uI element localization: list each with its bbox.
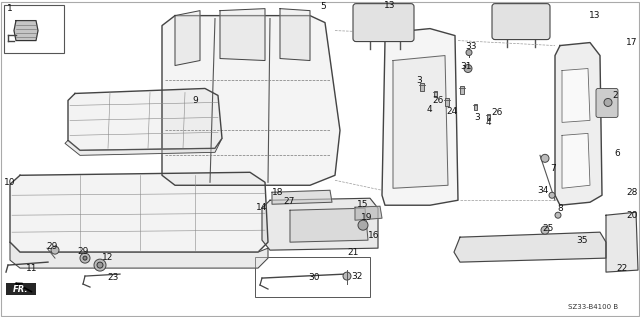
Circle shape <box>555 212 561 218</box>
Circle shape <box>97 262 103 268</box>
Text: 4: 4 <box>485 118 491 127</box>
FancyBboxPatch shape <box>6 283 36 295</box>
Circle shape <box>464 65 472 73</box>
Circle shape <box>51 246 59 254</box>
Text: 8: 8 <box>557 204 563 213</box>
Circle shape <box>358 220 368 230</box>
Text: 16: 16 <box>368 231 380 240</box>
Circle shape <box>94 259 106 271</box>
Polygon shape <box>280 9 310 61</box>
Text: 4: 4 <box>426 105 432 114</box>
Polygon shape <box>454 232 606 262</box>
Text: 7: 7 <box>550 164 556 173</box>
Text: 31: 31 <box>460 62 472 71</box>
Bar <box>445 99 449 107</box>
Text: FR.: FR. <box>13 285 29 294</box>
Text: 28: 28 <box>627 188 637 197</box>
Polygon shape <box>65 138 222 155</box>
Text: 5: 5 <box>320 2 326 11</box>
Circle shape <box>466 49 472 55</box>
Text: 35: 35 <box>576 236 588 245</box>
Polygon shape <box>393 55 448 188</box>
Polygon shape <box>606 212 638 272</box>
FancyBboxPatch shape <box>596 88 618 117</box>
Bar <box>487 114 490 120</box>
Text: 23: 23 <box>108 273 118 281</box>
Text: 11: 11 <box>26 264 38 273</box>
Text: SZ33-B4100 B: SZ33-B4100 B <box>568 304 618 310</box>
Text: 6: 6 <box>614 149 620 158</box>
Text: 26: 26 <box>432 96 444 105</box>
Text: 13: 13 <box>589 11 601 20</box>
Polygon shape <box>14 21 38 41</box>
Text: 10: 10 <box>4 178 16 187</box>
Text: 32: 32 <box>351 272 363 281</box>
Text: 3: 3 <box>416 76 422 85</box>
Text: 2: 2 <box>612 91 618 100</box>
Text: 20: 20 <box>627 211 637 220</box>
Bar <box>460 87 464 94</box>
Polygon shape <box>162 16 340 185</box>
Bar <box>4 5 64 53</box>
Text: 18: 18 <box>272 188 284 197</box>
Polygon shape <box>562 68 590 122</box>
Text: 33: 33 <box>465 42 477 51</box>
Text: 24: 24 <box>446 107 458 116</box>
Circle shape <box>604 99 612 107</box>
Text: 17: 17 <box>627 38 637 47</box>
Circle shape <box>80 253 90 263</box>
Bar <box>255 257 370 297</box>
Bar <box>420 83 424 92</box>
Polygon shape <box>555 42 602 205</box>
Text: 26: 26 <box>492 108 502 117</box>
Circle shape <box>83 256 87 260</box>
Circle shape <box>343 272 351 280</box>
Text: 34: 34 <box>538 186 548 195</box>
Text: 25: 25 <box>542 224 554 233</box>
Text: 15: 15 <box>357 200 369 209</box>
Text: 27: 27 <box>284 197 294 206</box>
Polygon shape <box>175 11 200 66</box>
Bar <box>474 104 477 110</box>
Polygon shape <box>68 88 222 150</box>
Polygon shape <box>220 9 265 61</box>
Text: 12: 12 <box>102 253 114 262</box>
Polygon shape <box>10 242 268 268</box>
Polygon shape <box>355 206 382 220</box>
FancyBboxPatch shape <box>492 3 550 40</box>
Circle shape <box>541 154 549 162</box>
Text: 9: 9 <box>192 96 198 105</box>
Text: 22: 22 <box>616 264 628 273</box>
Polygon shape <box>272 190 332 204</box>
Text: 13: 13 <box>384 1 396 10</box>
Polygon shape <box>290 208 368 242</box>
Text: 3: 3 <box>474 113 480 122</box>
Text: 14: 14 <box>256 203 268 212</box>
Text: 30: 30 <box>308 273 320 281</box>
Text: 29: 29 <box>46 242 58 251</box>
FancyBboxPatch shape <box>353 3 414 42</box>
Text: 1: 1 <box>7 4 13 13</box>
Polygon shape <box>10 172 268 252</box>
Polygon shape <box>382 29 458 205</box>
Polygon shape <box>562 133 590 188</box>
Text: 19: 19 <box>361 213 372 222</box>
Circle shape <box>541 226 549 234</box>
Circle shape <box>549 192 555 198</box>
Text: 29: 29 <box>77 247 89 256</box>
Polygon shape <box>262 198 378 250</box>
Bar <box>434 92 437 97</box>
Text: 21: 21 <box>348 248 358 257</box>
